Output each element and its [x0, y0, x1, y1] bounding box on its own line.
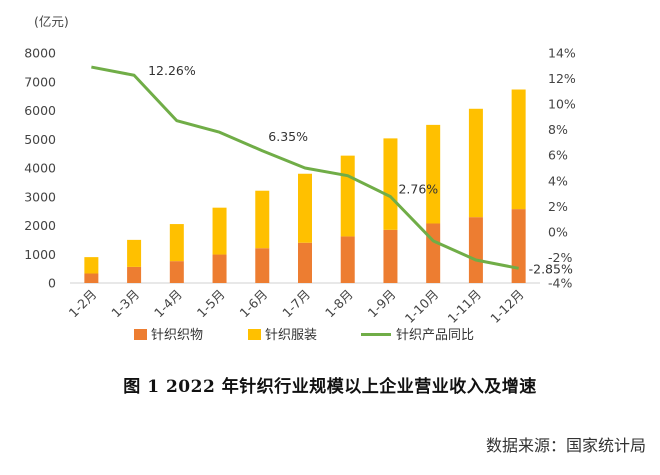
y-left-tick-label: 2000: [24, 218, 56, 233]
x-tick-label: 1-5月: [194, 287, 228, 321]
plot-area: 0 1000 2000 3000 4000 5000 6000 7000 8000 -4% -2% 0…: [24, 46, 576, 327]
bar-segment: [127, 239, 142, 267]
y-right-tick-label: 6%: [548, 148, 568, 163]
y-left-tick-label: 7000: [24, 74, 56, 89]
line-data-label: -2.85%: [529, 261, 573, 276]
bar-segment: [383, 138, 398, 230]
line-data-label: 2.76%: [398, 182, 438, 197]
y-right-tick-label: 14%: [548, 46, 576, 61]
line-data-label: 6.35%: [268, 129, 308, 144]
bar-segment: [511, 89, 526, 210]
bar-segment: [169, 261, 184, 283]
legend-label: 针织产品同比: [396, 328, 474, 343]
chart: (亿元) 0 1000 2000 3000 4000 5000 6000 7000 8000 -4…: [24, 14, 576, 343]
y-left-tick-label: 1000: [24, 247, 56, 262]
legend-label: 针织服装: [265, 328, 317, 343]
legend-swatch: [248, 329, 261, 340]
figure-caption: 图 1 2022 年针织行业规模以上企业营业收入及增速: [123, 377, 537, 397]
y-left-tick-label: 8000: [24, 46, 56, 61]
bar-segment: [298, 173, 312, 243]
bar-segment: [426, 124, 441, 224]
bar-segment: [212, 207, 227, 255]
y-right-tick-label: 12%: [548, 71, 576, 86]
bar-segment: [127, 266, 142, 283]
x-tick-label: 1-11月: [445, 287, 485, 327]
bar-segment: [84, 273, 99, 283]
bar-segment: [511, 209, 526, 283]
x-tick-label: 1-10月: [402, 287, 442, 327]
x-tick-label: 1-2月: [66, 287, 100, 321]
x-tick-label: 1-12月: [487, 287, 527, 327]
line-series: [91, 65, 519, 270]
y-right-tick-label: 10%: [548, 97, 576, 112]
bar-segment: [169, 224, 184, 262]
y-left-tick-label: 6000: [24, 103, 56, 118]
bar-segment: [255, 190, 270, 249]
bar-segment: [84, 257, 99, 274]
legend-label: 针织织物: [151, 328, 203, 343]
x-tick-label: 1-9月: [365, 287, 399, 321]
bar-segment: [212, 254, 227, 283]
bar-segment: [340, 155, 355, 237]
legend: 针织织物 针织服装 针织产品同比: [134, 328, 474, 343]
bar-segment: [426, 223, 441, 283]
bar-segment: [255, 248, 270, 283]
y-left-tick-label: 0: [48, 276, 56, 291]
y-right-tick-label: 4%: [548, 173, 568, 188]
x-tick-label: 1-4月: [151, 287, 185, 321]
bar-segment: [298, 242, 312, 283]
y-left-tick-label: 5000: [24, 132, 56, 147]
data-source-note: 数据来源：国家统计局: [485, 436, 646, 455]
y-right-tick-label: -4%: [548, 276, 572, 291]
bar-segment: [340, 236, 355, 283]
y-right-tick-label: 0%: [548, 224, 568, 239]
y-left-tick-label: 3000: [24, 189, 56, 204]
legend-swatch: [134, 329, 147, 340]
y-right-tick-label: -2%: [548, 250, 572, 265]
x-tick-label: 1-8月: [322, 287, 356, 321]
y-left-unit-label: (亿元): [34, 14, 69, 29]
x-tick-label: 1-7月: [279, 287, 313, 321]
line-data-label: 12.26%: [148, 63, 196, 78]
y-right-tick-label: 8%: [548, 122, 568, 137]
bar-segment: [468, 108, 483, 218]
x-tick-label: 1-6月: [237, 287, 271, 321]
x-tick-label: 1-3月: [108, 287, 142, 321]
y-left-tick-label: 4000: [24, 161, 56, 176]
bar-segment: [383, 229, 398, 283]
bar-segment: [468, 217, 483, 283]
y-right-tick-label: 2%: [548, 199, 568, 214]
